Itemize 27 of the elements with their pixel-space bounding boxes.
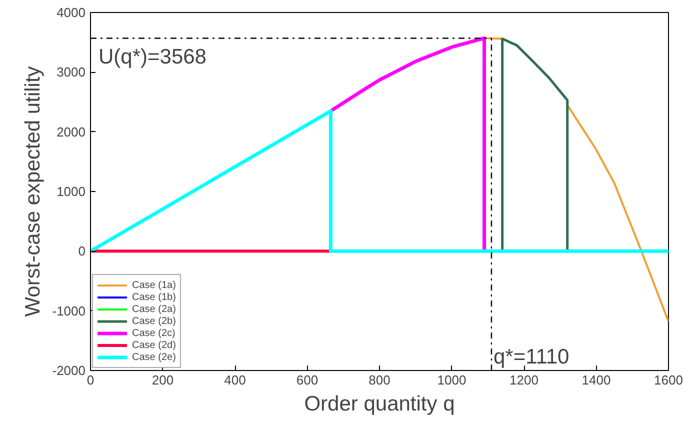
legend-label: Case (2c) — [132, 327, 176, 339]
x-tick-label: 1400 — [582, 372, 611, 388]
y-tick-label: 4000 — [56, 5, 86, 20]
y-tick-label: 3000 — [56, 64, 86, 80]
ref-line-label: q*=1110 — [493, 346, 570, 368]
y-tick-label: 0 — [78, 244, 86, 259]
legend-label: Case (2e) — [132, 351, 176, 363]
x-tick-label: 200 — [152, 372, 174, 388]
ref-line-label: U(q*)=3568 — [98, 45, 206, 68]
line-series — [501, 38, 569, 252]
y-axis-title: Worst-case expected utility — [21, 66, 44, 317]
x-tick-label: 800 — [368, 372, 390, 388]
legend-label: Case (2a) — [132, 303, 176, 315]
legend-label: Case (2d) — [132, 339, 176, 351]
legend-label: Case (2b) — [132, 315, 176, 327]
x-tick-label: 1600 — [654, 372, 683, 388]
x-tick-label: 1000 — [437, 372, 466, 388]
y-tick-label: -1000 — [52, 303, 86, 318]
legend-label: Case (1b) — [132, 291, 176, 303]
x-tick-label: 400 — [224, 372, 246, 388]
legend-label: Case (1a) — [132, 279, 176, 291]
x-axis-title: Order quantity q — [304, 392, 455, 416]
y-tick-label: 2000 — [56, 124, 86, 140]
x-tick-label: 1200 — [510, 372, 538, 388]
y-tick-label: -2000 — [52, 363, 86, 378]
x-tick-label: 600 — [296, 372, 318, 388]
y-tick-label: 1000 — [56, 184, 86, 199]
